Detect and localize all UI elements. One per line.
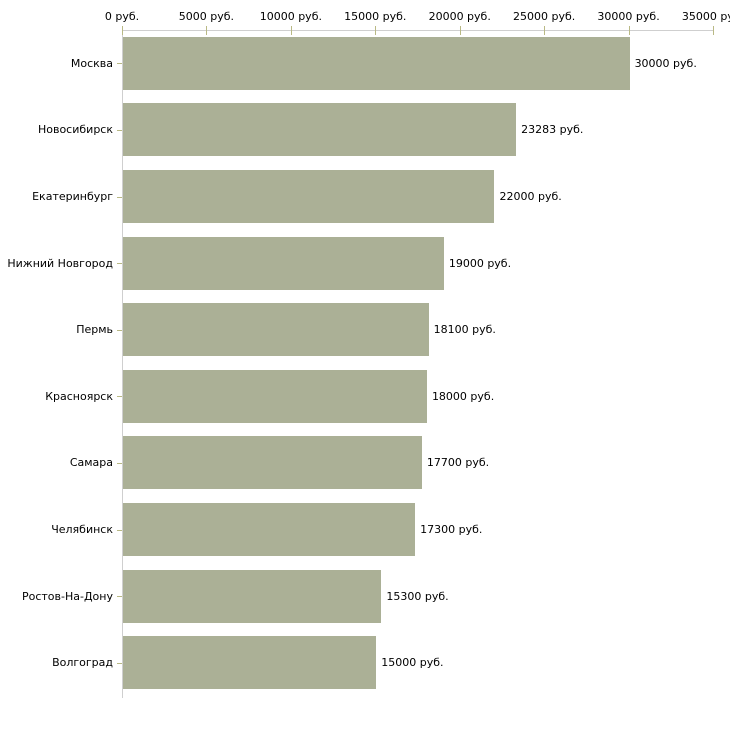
bar[interactable]: [123, 569, 382, 623]
bar-value-label: 18000 руб.: [431, 389, 495, 403]
bar[interactable]: [123, 303, 429, 357]
bar-value-label: 18100 руб.: [433, 323, 496, 337]
y-axis-tick: [117, 330, 122, 331]
x-axis-tick-label: 20000 руб.: [428, 10, 491, 23]
category-label: Волгоград: [52, 656, 113, 670]
x-axis-line: [122, 30, 713, 31]
category-label: Красноярск: [45, 389, 113, 403]
y-axis-tick: [117, 197, 122, 198]
y-axis-tick: [117, 396, 122, 397]
category-label: Челябинск: [51, 523, 113, 536]
category-label: Москва: [70, 56, 113, 70]
y-axis-tick: [117, 663, 122, 664]
y-axis-tick: [117, 130, 122, 131]
bar-value-label: 17300 руб.: [420, 523, 483, 536]
category-label: Пермь: [76, 323, 113, 337]
bar[interactable]: [123, 436, 422, 490]
category-label: Нижний Новгород: [7, 256, 113, 270]
bar-value-label: 17700 руб.: [426, 456, 490, 470]
category-label: Самара: [69, 456, 113, 470]
x-axis-tick-label: 15000 руб.: [344, 10, 407, 23]
x-axis-tick: [206, 26, 208, 35]
x-axis-tick: [459, 26, 461, 35]
x-axis-tick: [544, 26, 546, 35]
bar[interactable]: [123, 236, 444, 290]
x-axis-tick-label: 10000 руб.: [259, 10, 322, 23]
x-axis-tick: [628, 26, 630, 35]
x-axis-tick: [713, 26, 714, 35]
x-axis-tick: [290, 26, 292, 35]
x-axis-tick-label: 5000 руб.: [178, 10, 235, 23]
y-axis-tick: [117, 596, 122, 597]
bar[interactable]: [123, 503, 416, 556]
y-axis-tick: [117, 463, 122, 464]
bar[interactable]: [123, 103, 517, 157]
x-axis-tick-label: 25000 руб.: [513, 10, 576, 23]
x-axis-tick-label: 30000 руб.: [597, 10, 660, 23]
bar[interactable]: [123, 369, 427, 423]
bar-value-label: 15300 руб.: [386, 589, 449, 603]
x-axis-tick: [375, 26, 377, 35]
bar-value-label: 19000 руб.: [448, 256, 512, 270]
bar[interactable]: [123, 36, 630, 90]
y-axis-tick: [117, 263, 122, 264]
category-label: Ростов-На-Дону: [21, 589, 113, 603]
x-axis-tick-label: 35000 руб.: [681, 10, 730, 23]
bar[interactable]: [123, 170, 495, 223]
category-label: Екатеринбург: [32, 190, 113, 203]
bar[interactable]: [123, 636, 377, 690]
bar-value-label: 22000 руб.: [499, 190, 562, 203]
category-label: Новосибирск: [37, 123, 113, 137]
bar-value-label: 15000 руб.: [381, 656, 444, 670]
y-axis-tick: [117, 530, 122, 531]
y-axis-tick: [117, 63, 122, 64]
x-axis-tick-label: 0 руб.: [104, 10, 140, 23]
x-axis-tick: [122, 26, 123, 35]
y-axis-line: [122, 30, 123, 698]
bar-value-label: 23283 руб.: [521, 123, 584, 137]
bar-value-label: 30000 руб.: [634, 56, 697, 70]
